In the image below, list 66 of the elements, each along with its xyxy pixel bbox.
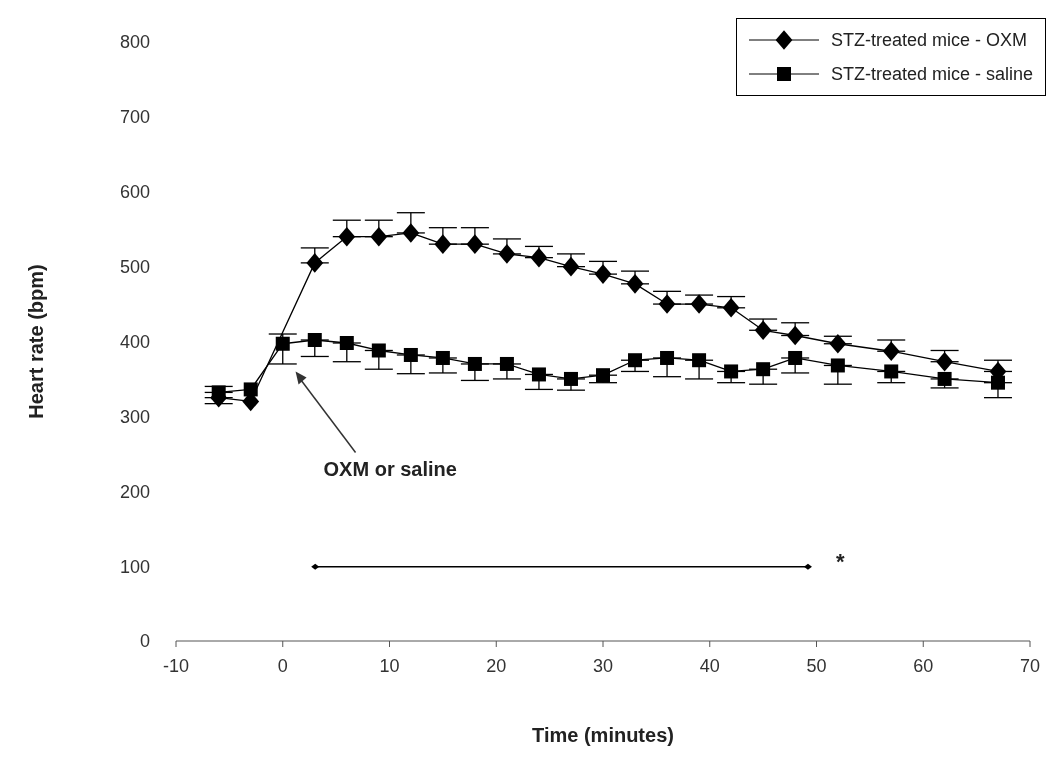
- x-tick-label: 30: [592, 655, 614, 676]
- point: [467, 356, 482, 371]
- y-tick-label: 100: [119, 556, 150, 577]
- point: [884, 364, 899, 379]
- point: [307, 333, 322, 347]
- y-tick-label: 200: [119, 481, 150, 502]
- point: [498, 244, 516, 264]
- point: [882, 341, 900, 362]
- x-tick-label: 20: [486, 655, 507, 676]
- y-tick-label: 400: [119, 331, 150, 352]
- legend-label: STZ-treated mice - OXM: [830, 29, 1027, 51]
- y-tick-label: 700: [119, 107, 150, 128]
- x-tick-label: 10: [379, 655, 400, 676]
- point: [243, 382, 258, 397]
- point: [626, 274, 644, 294]
- y-tick-label: 600: [119, 182, 150, 203]
- point: [690, 294, 708, 314]
- point: [531, 367, 546, 382]
- x-tick-label: 40: [699, 655, 720, 676]
- annotation: *: [835, 548, 845, 574]
- x-tick-label: 60: [913, 655, 934, 676]
- x-tick-label: 70: [1019, 655, 1041, 676]
- point: [530, 247, 548, 268]
- point: [628, 353, 643, 368]
- point: [306, 253, 324, 273]
- point: [786, 325, 804, 346]
- point: [402, 223, 420, 243]
- point: [756, 362, 771, 377]
- point: [660, 350, 675, 365]
- point: [829, 333, 847, 354]
- point: [338, 226, 356, 247]
- point: [937, 371, 952, 386]
- point: [434, 234, 452, 254]
- x-tick-label: -10: [162, 655, 190, 676]
- x-tick-label: 0: [277, 655, 288, 676]
- point: [990, 375, 1005, 390]
- point: [722, 298, 740, 318]
- point: [275, 336, 290, 351]
- x-tick-label: 50: [806, 655, 827, 676]
- point: [563, 371, 578, 386]
- legend-label: STZ-treated mice - saline: [830, 63, 1033, 85]
- annotation: OXM or saline: [323, 458, 457, 481]
- x-axis-title: Time (minutes): [532, 724, 674, 746]
- point: [370, 226, 388, 247]
- point: [403, 347, 418, 362]
- y-tick-label: 0: [139, 631, 150, 652]
- point: [692, 353, 707, 368]
- point: [596, 368, 610, 383]
- point: [371, 343, 386, 358]
- point: [724, 364, 739, 379]
- point: [562, 256, 580, 277]
- point: [339, 336, 354, 350]
- point: [658, 294, 676, 314]
- point: [499, 356, 514, 371]
- point: [936, 351, 953, 372]
- y-tick-label: 800: [119, 32, 150, 53]
- point: [788, 350, 803, 365]
- y-tick-label: 300: [119, 406, 150, 427]
- point: [435, 350, 450, 365]
- point: [754, 320, 772, 341]
- point: [466, 234, 484, 254]
- point: [211, 385, 226, 400]
- point: [830, 358, 845, 373]
- point: [594, 264, 612, 284]
- y-tick-label: 500: [119, 257, 150, 278]
- y-axis-title: Heart rate (bpm): [25, 264, 48, 419]
